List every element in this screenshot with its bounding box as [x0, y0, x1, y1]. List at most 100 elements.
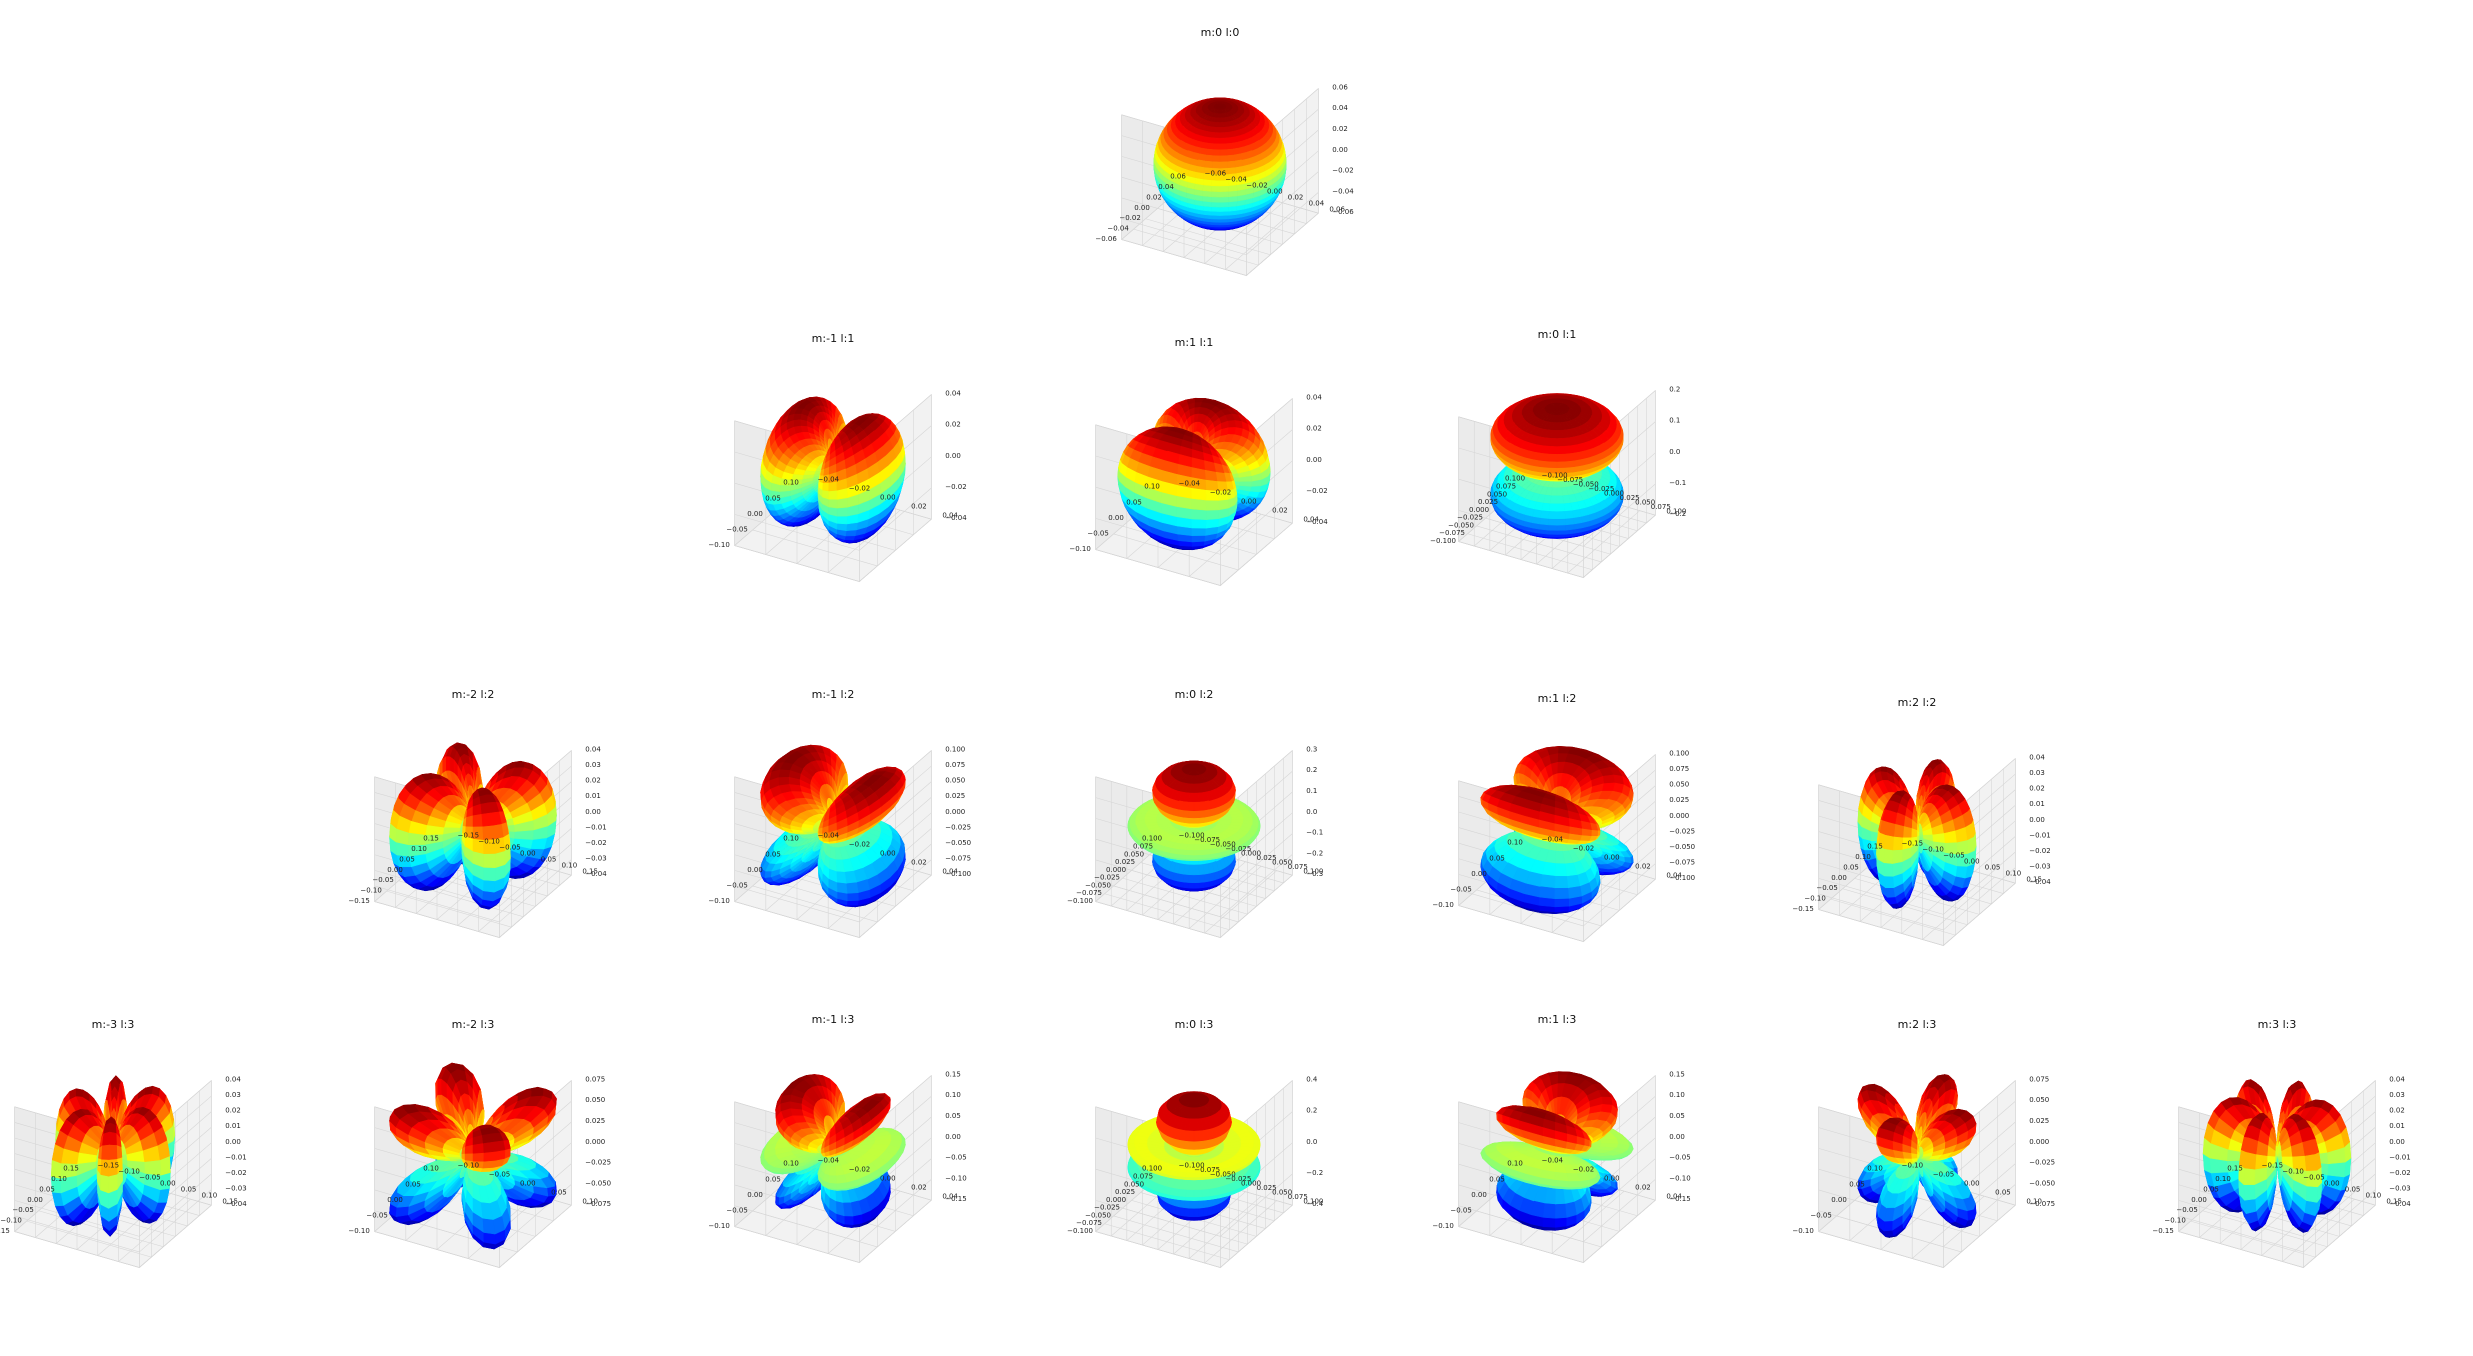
- x-tick-label: 0.00: [747, 866, 763, 874]
- z-tick-label: −0.04: [2029, 878, 2051, 886]
- x-tick-label: 0.10: [423, 1165, 439, 1173]
- y-tick-label: 0.05: [551, 1188, 567, 1196]
- y-tick-label: −0.02: [849, 484, 870, 492]
- x-tick-label: −0.10: [1792, 1227, 1813, 1235]
- x-tick-label: −0.15: [348, 897, 369, 905]
- y-tick-label: 0.10: [562, 861, 578, 869]
- z-tick-label: 0.01: [585, 792, 601, 800]
- y-tick-label: −0.05: [1943, 851, 1964, 859]
- z-tick-label: 0.050: [585, 1096, 605, 1104]
- x-tick-label: 0.00: [1108, 514, 1124, 522]
- x-tick-label: 0.10: [783, 1160, 799, 1168]
- subplot-title: m:1 l:1: [1069, 336, 1319, 349]
- subplot-title: m:-1 l:1: [708, 332, 958, 345]
- y-tick-label: 0.05: [2345, 1185, 2361, 1193]
- axes-3d: −0.15−0.10−0.050.000.050.100.150.150.100…: [1792, 753, 2051, 947]
- z-tick-label: −0.100: [1669, 874, 1695, 882]
- x-tick-label: −0.10: [1432, 1222, 1453, 1230]
- y-tick-label: −0.15: [458, 831, 479, 839]
- y-tick-label: 0.000: [1604, 489, 1624, 497]
- z-tick-label: −0.2: [1669, 510, 1686, 518]
- y-tick-label: 0.04: [942, 1192, 958, 1200]
- harmonic-surface: [1153, 97, 1287, 231]
- x-tick-label: 0.000: [1106, 1196, 1126, 1204]
- x-tick-label: 0.025: [1478, 498, 1498, 506]
- y-tick-label: −0.100: [1542, 471, 1568, 479]
- y-tick-label: 0.02: [911, 502, 927, 510]
- z-tick-label: 0.02: [1306, 425, 1322, 433]
- z-tick-label: −0.075: [2029, 1200, 2055, 1208]
- z-tick-label: 0.05: [945, 1112, 961, 1120]
- z-tick-label: −0.04: [1306, 518, 1328, 526]
- x-tick-label: 0.05: [1126, 498, 1142, 506]
- x-tick-label: −0.04: [1107, 225, 1129, 233]
- y-tick-label: −0.02: [1573, 844, 1594, 852]
- y-tick-label: −0.10: [1902, 1161, 1923, 1169]
- z-tick-label: −0.03: [2029, 863, 2050, 871]
- z-tick-label: 0.025: [1669, 796, 1689, 804]
- z-tick-label: 0.0: [1306, 808, 1317, 816]
- y-tick-label: 0.000: [1241, 849, 1261, 857]
- tick-labels: −0.15−0.10−0.050.000.050.100.150.150.100…: [348, 745, 607, 905]
- x-tick-label: 0.00: [1471, 870, 1487, 878]
- tick-labels: −0.10−0.050.000.050.100.100.050.00−0.05−…: [348, 1075, 611, 1235]
- x-tick-label: 0.025: [1115, 1188, 1135, 1196]
- z-tick-label: 0.01: [225, 1122, 241, 1130]
- harmonic-surface: [760, 396, 906, 544]
- y-tick-label: 0.02: [911, 858, 927, 866]
- x-tick-label: 0.050: [1124, 850, 1144, 858]
- y-tick-label: −0.04: [1542, 835, 1564, 843]
- harmonic-surface: [760, 744, 906, 908]
- x-tick-label: −0.100: [1067, 897, 1093, 905]
- axes-3d: −0.10−0.050.000.050.100.100.050.00−0.05−…: [1792, 1074, 2055, 1269]
- axes-3d: −0.06−0.04−0.020.000.020.040.060.060.040…: [1095, 83, 1354, 277]
- y-tick-label: 0.00: [1241, 497, 1257, 505]
- z-tick-label: −0.01: [585, 823, 606, 831]
- y-tick-label: 0.05: [1995, 1188, 2011, 1196]
- y-tick-label: 0.05: [541, 855, 557, 863]
- y-tick-label: 0.02: [1272, 506, 1288, 514]
- y-tick-label: 0.00: [1267, 187, 1283, 195]
- y-tick-label: 0.00: [880, 1174, 896, 1182]
- z-tick-label: 0.2: [1669, 385, 1680, 393]
- harmonic-surface: [1480, 1071, 1634, 1231]
- y-tick-label: −0.06: [1205, 169, 1227, 177]
- z-tick-label: −0.025: [945, 823, 971, 831]
- z-tick-label: −0.050: [2029, 1179, 2055, 1187]
- y-tick-label: 0.15: [2386, 1197, 2402, 1205]
- z-tick-label: −0.2: [1306, 849, 1323, 857]
- z-tick-label: 0.000: [1669, 812, 1689, 820]
- z-tick-label: 0.01: [2029, 800, 2045, 808]
- x-tick-label: −0.050: [1085, 1211, 1111, 1219]
- y-tick-label: −0.10: [2282, 1167, 2303, 1175]
- z-tick-label: −0.4: [1306, 1200, 1324, 1208]
- y-tick-label: −0.025: [1588, 485, 1614, 493]
- y-tick-label: −0.05: [139, 1173, 160, 1181]
- axes-3d: −0.15−0.10−0.050.000.050.100.150.150.100…: [2152, 1075, 2411, 1269]
- tick-labels: −0.10−0.050.000.050.100.040.020.00−0.02−…: [1432, 1070, 1690, 1230]
- x-tick-label: 0.00: [1134, 204, 1150, 212]
- tick-labels: −0.100−0.075−0.050−0.0250.0000.0250.0500…: [1067, 1075, 1324, 1235]
- tick-labels: −0.10−0.050.000.050.100.100.050.00−0.05−…: [1792, 1075, 2055, 1235]
- z-tick-label: −0.075: [1669, 859, 1695, 867]
- tick-labels: −0.15−0.10−0.050.000.050.100.150.150.100…: [1792, 753, 2051, 913]
- z-tick-label: 0.100: [1669, 749, 1689, 757]
- z-tick-label: 0.075: [945, 761, 965, 769]
- y-tick-label: −0.02: [1210, 488, 1231, 496]
- x-tick-label: −0.05: [1816, 884, 1837, 892]
- z-tick-label: −0.04: [1332, 187, 1354, 195]
- x-tick-label: 0.050: [1487, 490, 1507, 498]
- axes-grid: [1818, 758, 2016, 946]
- z-tick-label: 0.00: [945, 452, 961, 460]
- axes-3d: −0.10−0.050.000.050.100.040.020.00−0.02−…: [708, 744, 971, 939]
- x-tick-label: 0.00: [387, 866, 403, 874]
- y-tick-label: −0.075: [1194, 836, 1220, 844]
- axes-3d: −0.10−0.050.000.050.100.040.020.00−0.02−…: [1069, 393, 1328, 587]
- z-tick-label: 0.02: [1332, 125, 1348, 133]
- x-tick-label: 0.10: [1144, 483, 1160, 491]
- subplot-m-1-l-2: m:-1 l:2 −0.10 −0.05 0.00 0.05 0.10 0.04 0.02 0.…: [708, 688, 971, 990]
- y-tick-label: 0.00: [880, 493, 896, 501]
- y-tick-label: 0.000: [1241, 1179, 1261, 1187]
- z-tick-label: −0.075: [945, 855, 971, 863]
